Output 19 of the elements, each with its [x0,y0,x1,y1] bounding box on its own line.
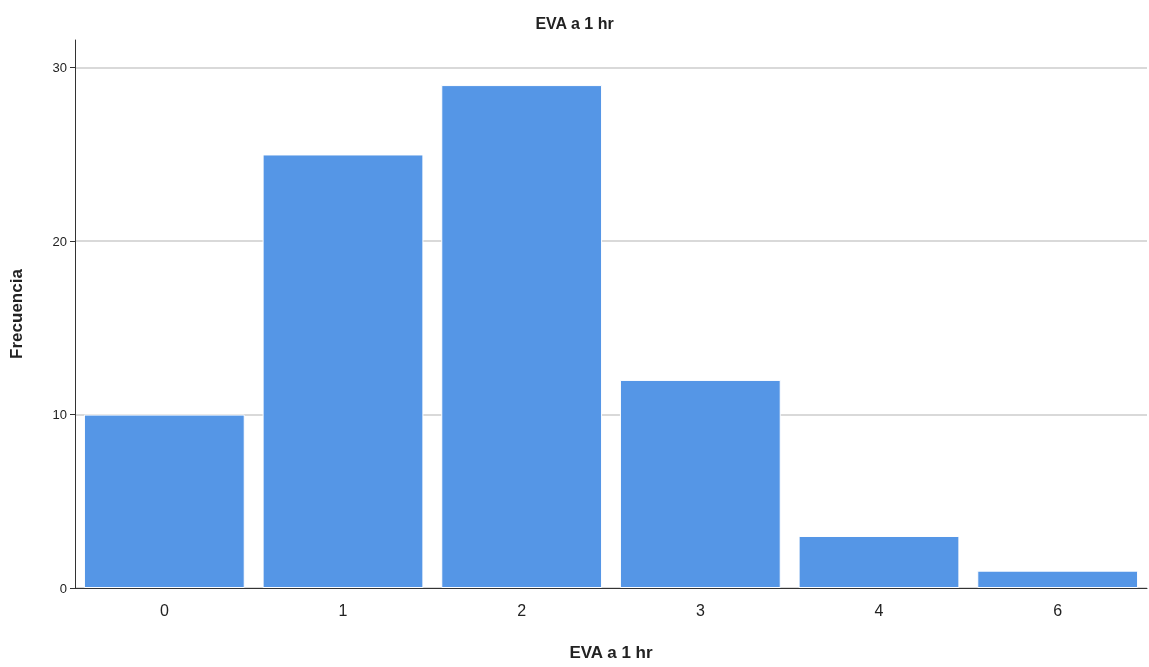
x-tick-label: 1 [338,601,348,619]
y-tick-label: 10 [52,407,67,423]
x-tick-label: 4 [874,601,884,619]
bar [262,154,424,588]
bar [798,535,960,588]
bar [619,379,781,588]
y-tick-label: 30 [52,60,67,76]
bar [977,570,1139,588]
chart-title: EVA a 1 hr [535,14,614,32]
x-tick-label: 2 [517,601,527,619]
x-tick-label: 6 [1053,601,1063,619]
y-axis-title: Frecuencia [7,268,26,359]
bar [83,414,245,588]
y-tick-label: 0 [59,580,67,596]
x-tick-label: 0 [159,601,169,619]
y-tick-label: 20 [52,233,67,249]
x-axis-title: EVA a 1 hr [569,643,653,662]
x-tick-label: 3 [695,601,705,619]
bar [441,85,603,588]
